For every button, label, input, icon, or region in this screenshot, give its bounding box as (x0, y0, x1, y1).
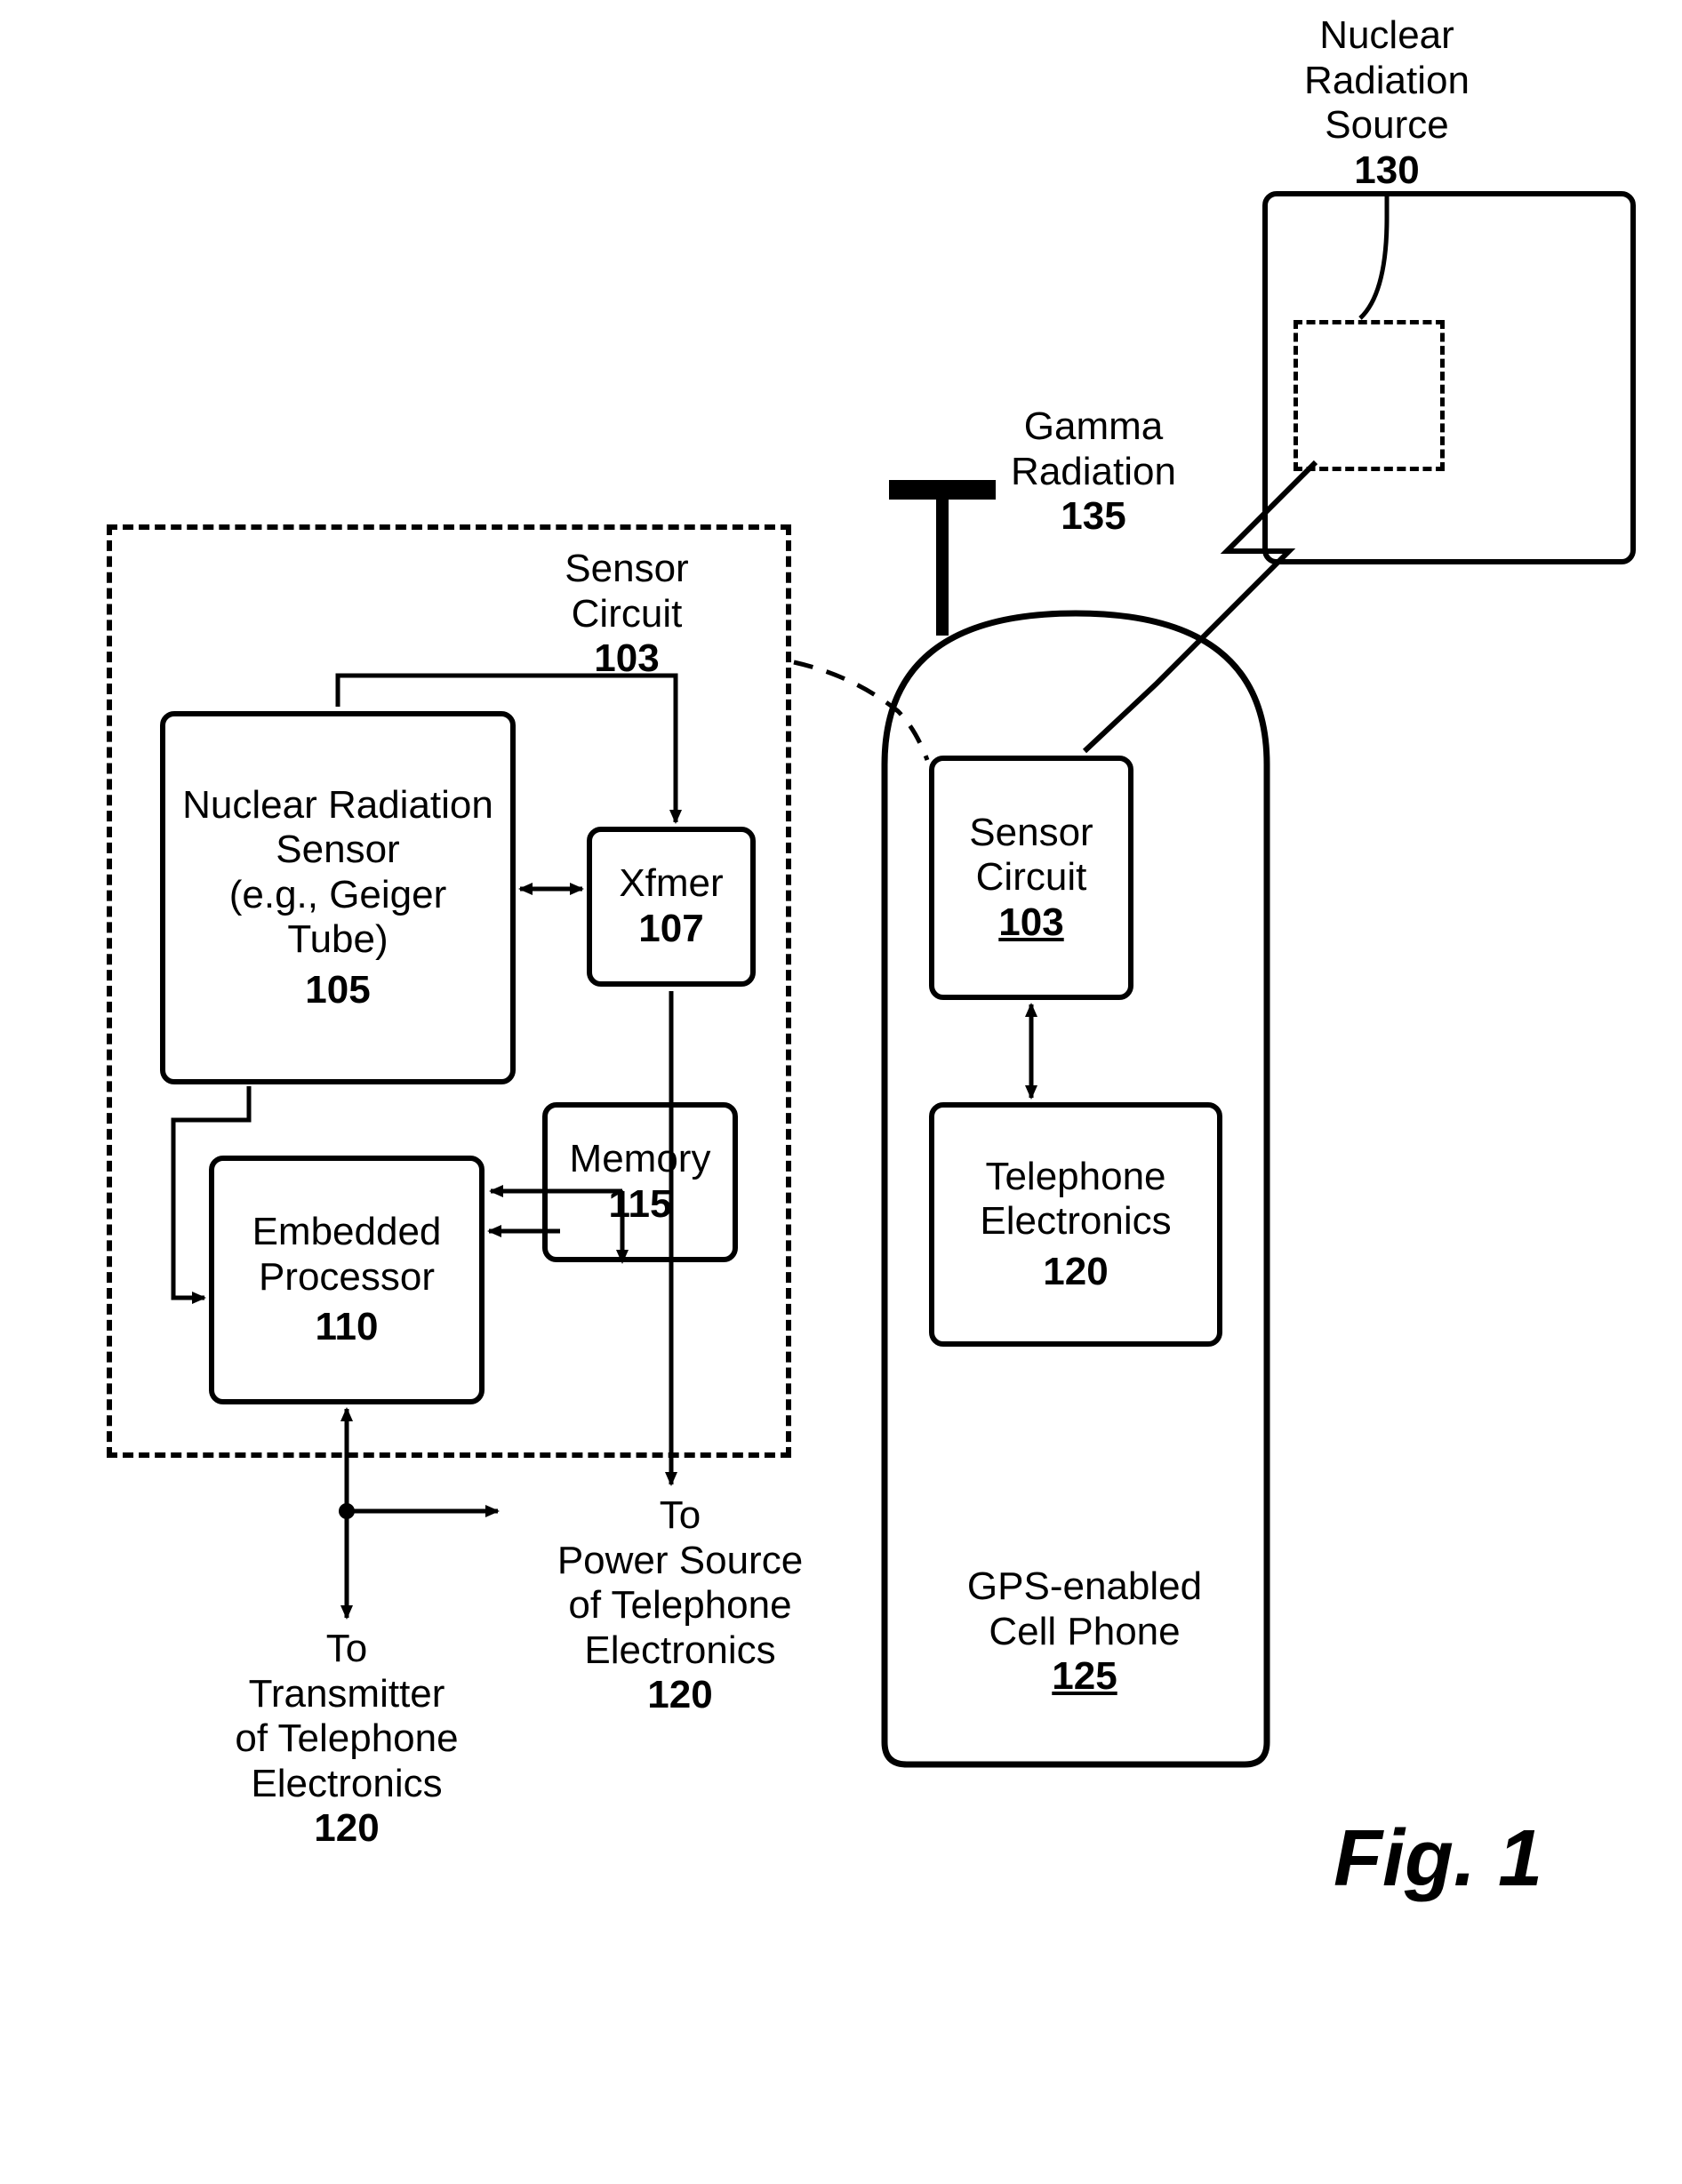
sensor-circuit-detail-ref: 103 (493, 636, 760, 682)
source-line3: Source (1262, 103, 1511, 148)
gamma-ref: 135 (969, 494, 1218, 540)
phone-tele-ref: 120 (1043, 1250, 1108, 1295)
sensor-circuit-detail-label: Sensor Circuit 103 (493, 547, 760, 682)
to-power-line3: of Telephone (533, 1583, 827, 1628)
processor-ref: 110 (316, 1305, 379, 1350)
phone-sensor-line1: Sensor (969, 811, 1093, 856)
radiation-source-label: Nuclear Radiation Source 130 (1262, 13, 1511, 193)
phone-sensor-ref: 103 (998, 900, 1063, 946)
sensor-circuit-detail-line1: Sensor (493, 547, 760, 592)
gps-line1: GPS-enabled (933, 1564, 1236, 1610)
gps-line2: Cell Phone (933, 1610, 1236, 1655)
sensor-ref: 105 (305, 968, 370, 1013)
embedded-processor-block: Embedded Processor 110 (209, 1156, 485, 1404)
phone-sensor-circuit-block: Sensor Circuit 103 (929, 756, 1133, 1000)
processor-line2: Processor (259, 1255, 435, 1300)
sensor-line1: Nuclear Radiation (182, 783, 493, 828)
memory-block: Memory 115 (542, 1102, 738, 1262)
processor-line1: Embedded (252, 1210, 442, 1255)
gamma-radiation-label: Gamma Radiation 135 (969, 404, 1218, 540)
to-power-line2: Power Source (533, 1539, 827, 1584)
xfmer-ref: 107 (638, 907, 703, 952)
memory-label: Memory (570, 1137, 711, 1182)
diagram-stage: Sensor Circuit 103 Nuclear Radiation Sen… (0, 0, 1682, 2184)
xfmer-block: Xfmer 107 (587, 827, 756, 987)
to-power-line1: To (533, 1493, 827, 1539)
figure-label: Fig. 1 (1334, 1813, 1542, 1905)
to-transmitter-ref: 120 (200, 1806, 493, 1852)
to-power-line4: Electronics (533, 1628, 827, 1674)
gps-cellphone-label: GPS-enabled Cell Phone 125 (933, 1564, 1236, 1700)
memory-ref: 115 (609, 1182, 672, 1228)
xfmer-label: Xfmer (619, 861, 723, 907)
sensor-line2: Sensor (276, 828, 399, 873)
to-transmitter-label: To Transmitter of Telephone Electronics … (200, 1627, 493, 1852)
phone-sensor-line2: Circuit (976, 855, 1087, 900)
gamma-line2: Radiation (969, 450, 1218, 495)
to-power-label: To Power Source of Telephone Electronics… (533, 1493, 827, 1718)
to-transmitter-line2: Transmitter (200, 1672, 493, 1717)
source-line1: Nuclear (1262, 13, 1511, 59)
to-transmitter-line4: Electronics (200, 1762, 493, 1807)
phone-tele-line2: Electronics (980, 1199, 1171, 1244)
phone-telephone-electronics-block: Telephone Electronics 120 (929, 1102, 1222, 1347)
to-power-ref: 120 (533, 1673, 827, 1718)
sensor-circuit-detail-line2: Circuit (493, 592, 760, 637)
sensor-line3: (e.g., Geiger Tube) (174, 873, 501, 963)
nuclear-radiation-sensor-block: Nuclear Radiation Sensor (e.g., Geiger T… (160, 711, 516, 1084)
to-transmitter-line1: To (200, 1627, 493, 1672)
gps-ref: 125 (933, 1654, 1236, 1700)
source-line2: Radiation (1262, 59, 1511, 104)
gamma-line1: Gamma (969, 404, 1218, 450)
source-ref: 130 (1262, 148, 1511, 194)
to-transmitter-line3: of Telephone (200, 1716, 493, 1762)
radiation-source-inner (1294, 320, 1445, 471)
phone-tele-line1: Telephone (985, 1155, 1165, 1200)
